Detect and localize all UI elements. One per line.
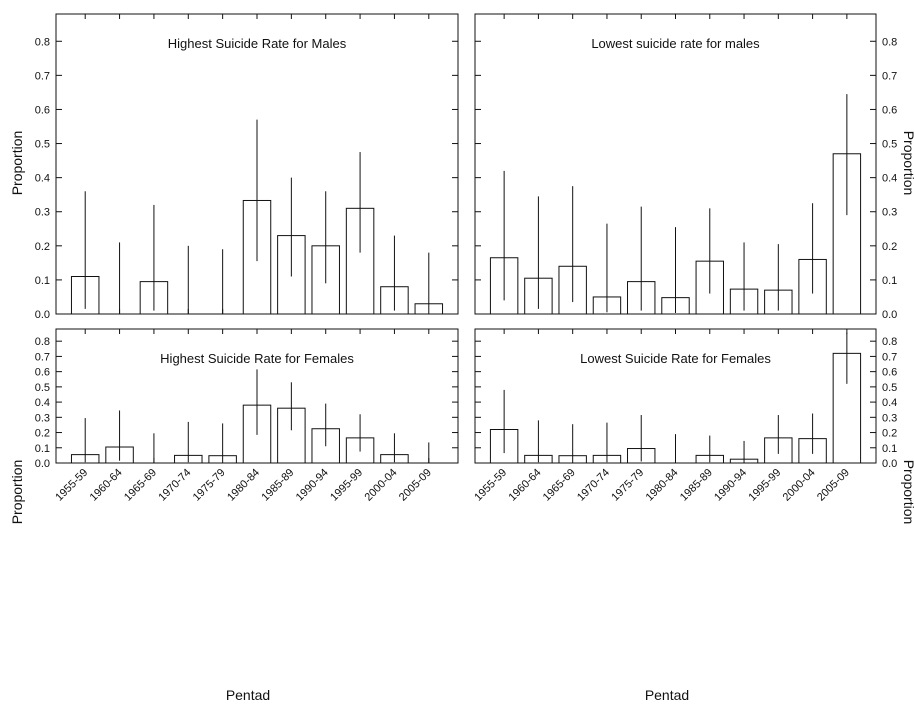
y-tick-label: 0.3 (35, 207, 50, 219)
chart-title: Highest Suicide Rate for Females (160, 351, 354, 366)
y-tick-label: 0.4 (882, 173, 897, 185)
y-tick-label: 0.7 (882, 351, 897, 363)
y-tick-label: 0.5 (882, 139, 897, 151)
y-tick-label: 0.8 (35, 36, 50, 48)
x-tick-label: 2000-04 (363, 467, 400, 504)
x-tick-label: 2005-09 (815, 467, 852, 504)
x-axis-label-left: Pentad (226, 687, 270, 703)
y-axis-label-left-bottom: Proportion (9, 460, 25, 525)
y-axis-label-left-top: Proportion (9, 131, 25, 196)
y-tick-label: 0.4 (35, 397, 50, 409)
y-tick-label: 0.3 (882, 412, 897, 424)
y-tick-label: 0.7 (35, 351, 50, 363)
chart-title: Lowest suicide rate for males (591, 36, 760, 51)
y-tick-label: 0.5 (35, 382, 50, 394)
y-tick-label: 0.0 (35, 458, 50, 470)
x-tick-label: 1985-89 (259, 467, 296, 504)
y-tick-label: 0.7 (35, 70, 50, 82)
x-axis-label-right: Pentad (645, 687, 689, 703)
y-tick-label: 0.0 (882, 309, 897, 321)
y-tick-label: 0.8 (35, 336, 50, 348)
x-tick-label: 2000-04 (781, 467, 818, 504)
y-tick-label: 0.6 (882, 104, 897, 116)
x-tick-label: 1990-94 (712, 467, 749, 504)
x-tick-label: 1975-79 (191, 467, 228, 504)
y-tick-label: 0.8 (882, 336, 897, 348)
y-tick-label: 0.4 (35, 173, 50, 185)
x-tick-label: 1980-84 (225, 467, 262, 504)
y-tick-label: 0.1 (882, 275, 897, 287)
y-tick-label: 0.5 (882, 382, 897, 394)
x-tick-label: 1955-59 (53, 467, 90, 504)
y-tick-label: 0.1 (35, 443, 50, 455)
y-tick-label: 0.8 (882, 36, 897, 48)
y-tick-label: 0.3 (35, 412, 50, 424)
chart-panel-1: 0.0 0.1 0.2 0.3 0.4 0.5 0.6 0.7 0.8 Highest Suici… (35, 13, 459, 321)
chart-panel-2: 0.0 0.1 0.2 0.3 0.4 0.5 0.6 0.7 0.8 Lowest suicid… (474, 13, 897, 321)
x-tick-label: 1980-84 (644, 467, 681, 504)
x-tick-label: 1985-89 (678, 467, 715, 504)
y-tick-label: 0.0 (882, 458, 897, 470)
y-axis-label-right-bottom: Proportion (901, 460, 914, 525)
chart-panel-4: 0.0 0.1 0.2 0.3 0.4 0.5 0.6 0.7 0.8 1955-591960-6… (472, 328, 897, 504)
x-tick-label: 1995-99 (746, 467, 783, 504)
x-tick-label: 1955-59 (472, 467, 509, 504)
chart-panel-3: 0.0 0.1 0.2 0.3 0.4 0.5 0.6 0.7 0.8 1955-591960-6… (35, 328, 459, 504)
y-tick-label: 0.5 (35, 139, 50, 151)
y-tick-label: 0.2 (882, 241, 897, 253)
x-tick-label: 2005-09 (397, 467, 434, 504)
chart-title: Highest Suicide Rate for Males (168, 36, 347, 51)
y-tick-label: 0.3 (882, 207, 897, 219)
chart-title: Lowest Suicide Rate for Females (580, 351, 771, 366)
y-tick-label: 0.1 (882, 443, 897, 455)
y-tick-label: 0.6 (35, 367, 50, 379)
y-tick-label: 0.4 (882, 397, 897, 409)
x-tick-label: 1965-69 (541, 467, 578, 504)
y-tick-label: 0.6 (35, 104, 50, 116)
x-tick-label: 1975-79 (609, 467, 646, 504)
y-tick-label: 0.2 (882, 428, 897, 440)
y-tick-label: 0.2 (35, 428, 50, 440)
x-tick-label: 1970-74 (156, 467, 193, 504)
x-tick-label: 1960-64 (506, 467, 543, 504)
x-tick-label: 1965-69 (122, 467, 159, 504)
y-tick-label: 0.0 (35, 309, 50, 321)
y-axis-label-right-top: Proportion (901, 131, 914, 196)
x-tick-label: 1960-64 (88, 467, 125, 504)
y-tick-label: 0.1 (35, 275, 50, 287)
x-tick-label: 1970-74 (575, 467, 612, 504)
y-tick-label: 0.6 (882, 367, 897, 379)
y-tick-label: 0.7 (882, 70, 897, 82)
x-tick-label: 1995-99 (328, 467, 365, 504)
x-tick-label: 1990-94 (294, 467, 331, 504)
y-tick-label: 0.2 (35, 241, 50, 253)
